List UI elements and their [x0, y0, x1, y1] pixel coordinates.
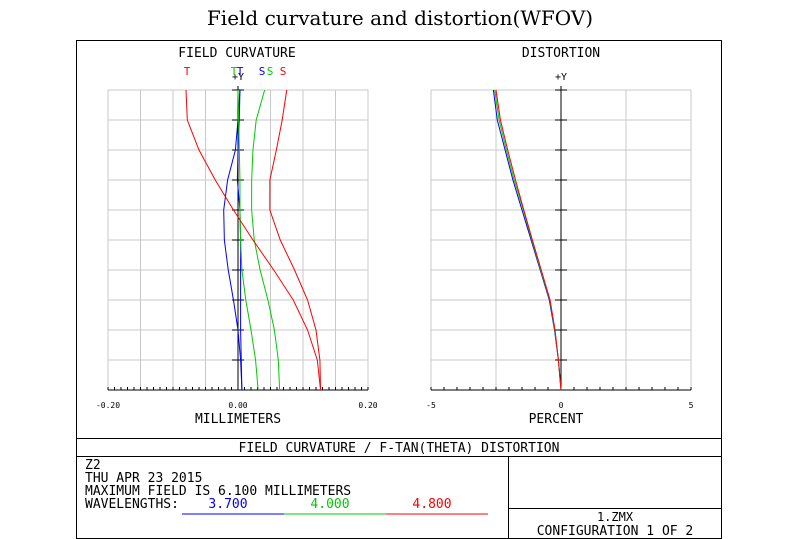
wavelength-value: 3.700 [208, 497, 247, 512]
field-curvature-x-tick: 0.20 [358, 401, 377, 410]
field-curvature-legend-item: S [259, 65, 266, 78]
field-curvature-title: FIELD CURVATURE [178, 46, 295, 61]
field-curvature-x-tick: -0.20 [96, 401, 120, 410]
field-curvature-series-line [251, 89, 281, 391]
distortion-series-line [495, 89, 562, 391]
distortion-x-tick: -5 [426, 401, 436, 410]
field-curvature-legend-item: T [231, 65, 238, 78]
wavelength-legend: 3.700 4.000 4.800 [182, 497, 488, 515]
wavelengths-label: WAVELENGTHS: [85, 497, 179, 512]
field-curvature-series-line [185, 89, 322, 391]
field-curvature-legend-item: S [267, 65, 274, 78]
field-curvature-x-tick: 0.00 [228, 401, 247, 410]
wavelength-value: 4.800 [412, 497, 451, 512]
distortion-x-label: PERCENT [529, 412, 584, 427]
footer-caption: FIELD CURVATURE / F-TAN(THETA) DISTORTIO… [239, 441, 560, 456]
field-curvature-legend-item: T [237, 65, 244, 78]
distortion-x-tick: 5 [689, 401, 694, 410]
field-curvature-series-line [237, 89, 259, 391]
configuration-text: CONFIGURATION 1 OF 2 [537, 524, 694, 539]
distortion-series [492, 89, 562, 391]
distortion-title: DISTORTION [522, 46, 600, 61]
field-curvature-series-line [269, 89, 322, 391]
field-curvature-axis [108, 86, 368, 391]
page-title: Field curvature and distortion(WFOV) [206, 6, 594, 30]
field-curvature-x-label: MILLIMETERS [195, 412, 281, 427]
date-text: THU APR 23 2015 [85, 471, 202, 486]
distortion-axis [431, 86, 691, 391]
field-curvature-y-label: +Y [232, 72, 244, 83]
distortion-x-tick: 0 [559, 401, 564, 410]
field-curvature-legend-item: T [184, 65, 191, 78]
file-name: 1.ZMX [597, 510, 634, 524]
max-field-text: MAXIMUM FIELD IS 6.100 MILLIMETERS [85, 484, 351, 499]
wavelength-value: 4.000 [310, 497, 349, 512]
lens-name: Z2 [85, 458, 101, 473]
distortion-plot: DISTORTION +Y -5 0 5 PERCENT [426, 46, 693, 427]
field-curvature-legend-item: S [280, 65, 287, 78]
field-curvature-series [185, 89, 322, 391]
distortion-y-label: +Y [555, 72, 567, 83]
field-curvature-series-line [223, 89, 243, 391]
